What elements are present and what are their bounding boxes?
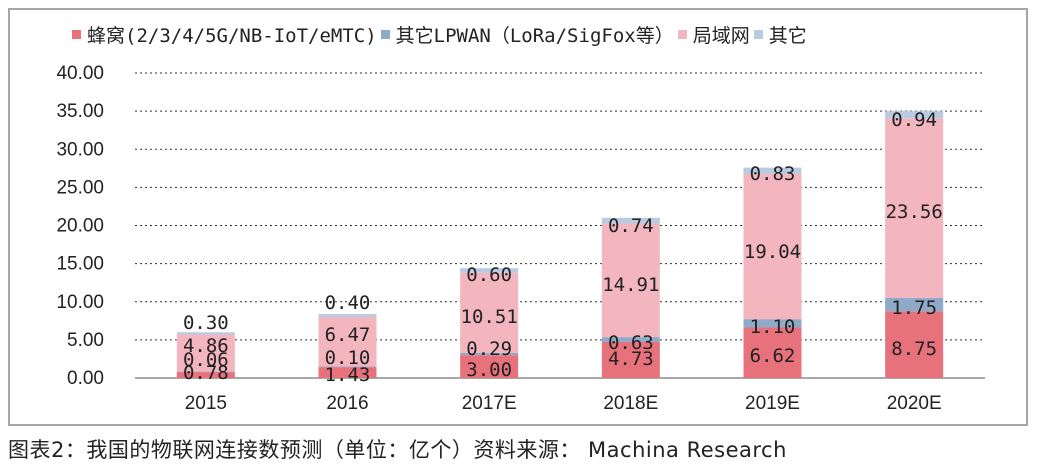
data-label: 1.43 xyxy=(325,364,371,386)
data-label: 6.47 xyxy=(325,324,371,346)
legend-swatch-lan xyxy=(677,29,687,39)
data-label: 0.06 xyxy=(183,349,229,371)
bar-segment xyxy=(318,366,377,368)
bar-segment xyxy=(318,313,377,317)
y-tick-label: 25.00 xyxy=(56,177,104,198)
bar-segment xyxy=(601,217,660,224)
chart-legend: 蜂窝(2/3/4/5G/NB-IoT/eMTC) 其它LPWAN（LoRa/Si… xyxy=(72,20,972,48)
legend-swatch-cellular xyxy=(72,29,81,39)
bar-segment xyxy=(460,268,519,273)
y-tick-label: 40.00 xyxy=(56,63,104,84)
data-label: 0.29 xyxy=(466,338,512,360)
bar-segment xyxy=(176,334,235,372)
data-label: 3.00 xyxy=(466,359,512,381)
legend-swatch-other xyxy=(753,29,763,39)
data-label: 0.40 xyxy=(325,292,371,314)
data-label: 19.04 xyxy=(744,241,801,263)
bar-segment xyxy=(885,111,944,119)
x-tick-label: 2019E xyxy=(745,393,800,414)
x-tick-label: 2017E xyxy=(462,393,517,414)
y-tick-label: 15.00 xyxy=(56,254,104,275)
data-label: 1.75 xyxy=(891,297,937,319)
bar-segment xyxy=(318,317,377,367)
legend-label-lan: 局域网 xyxy=(692,24,750,47)
data-label: 1.10 xyxy=(750,316,796,338)
legend-swatch-other-lpwan xyxy=(380,29,390,39)
data-label: 14.91 xyxy=(602,274,659,296)
bar-segment xyxy=(743,167,802,174)
bar-segment xyxy=(601,337,660,342)
data-label: 0.78 xyxy=(183,362,229,384)
y-tick-label: 10.00 xyxy=(56,292,104,313)
bar-segment xyxy=(743,319,802,328)
y-tick-label: 35.00 xyxy=(56,101,104,122)
bar-segment xyxy=(460,355,519,378)
y-tick-label: 30.00 xyxy=(56,139,104,160)
data-label: 0.74 xyxy=(608,215,654,237)
legend-item-lan: 局域网 xyxy=(677,21,750,48)
bar-segment xyxy=(460,352,519,356)
stacked-bar-chart: 0.00 5.00 10.00 15.00 20.00 25.00 30.00 35.00 40… xyxy=(56,63,985,414)
data-label: 8.75 xyxy=(891,338,937,360)
data-label: 0.83 xyxy=(750,163,796,185)
bar-segment xyxy=(743,173,802,320)
y-tick-label: 5.00 xyxy=(67,330,104,351)
x-tick-label: 2020E xyxy=(887,393,942,414)
legend-item-cellular: 蜂窝(2/3/4/5G/NB-IoT/eMTC) xyxy=(72,21,377,48)
bar-segment xyxy=(885,311,944,378)
figure-caption: 图表2：我国的物联网连接数预测（单位：亿个）资料来源： Machina Rese… xyxy=(8,438,787,462)
bar-segment xyxy=(318,367,377,378)
y-tick-label: 20.00 xyxy=(56,216,104,237)
bar-segment xyxy=(460,272,519,353)
legend-item-other: 其它 xyxy=(753,21,807,48)
data-label: 0.60 xyxy=(466,264,512,286)
bar-segment xyxy=(176,372,235,378)
y-tick-label: 0.00 xyxy=(67,368,104,389)
legend-item-other-lpwan: 其它LPWAN（LoRa/SigFox等） xyxy=(380,21,674,48)
data-label: 0.10 xyxy=(325,347,371,369)
data-label: 0.94 xyxy=(891,109,937,131)
data-label: 10.51 xyxy=(461,306,518,328)
data-label: 6.62 xyxy=(750,345,796,367)
legend-label-cellular: 蜂窝(2/3/4/5G/NB-IoT/eMTC) xyxy=(87,24,377,47)
bar-segment xyxy=(743,327,802,378)
bar-segment xyxy=(885,297,944,312)
x-tick-label: 2016 xyxy=(326,393,368,414)
bar-segment xyxy=(885,118,944,298)
bar-segment xyxy=(601,341,660,378)
bar-segment xyxy=(176,332,235,335)
data-label: 23.56 xyxy=(886,201,943,223)
bar-segment xyxy=(601,223,660,338)
legend-label-other: 其它 xyxy=(768,24,807,47)
data-label: 0.30 xyxy=(183,312,229,334)
legend-label-other-lpwan: 其它LPWAN（LoRa/SigFox等） xyxy=(395,24,674,47)
x-tick-label: 2018E xyxy=(603,393,658,414)
data-label: 0.63 xyxy=(608,332,654,354)
x-tick-label: 2015 xyxy=(185,393,227,414)
data-label: 4.73 xyxy=(608,348,654,370)
data-label: 4.86 xyxy=(183,335,229,357)
bar-segment xyxy=(176,371,235,373)
